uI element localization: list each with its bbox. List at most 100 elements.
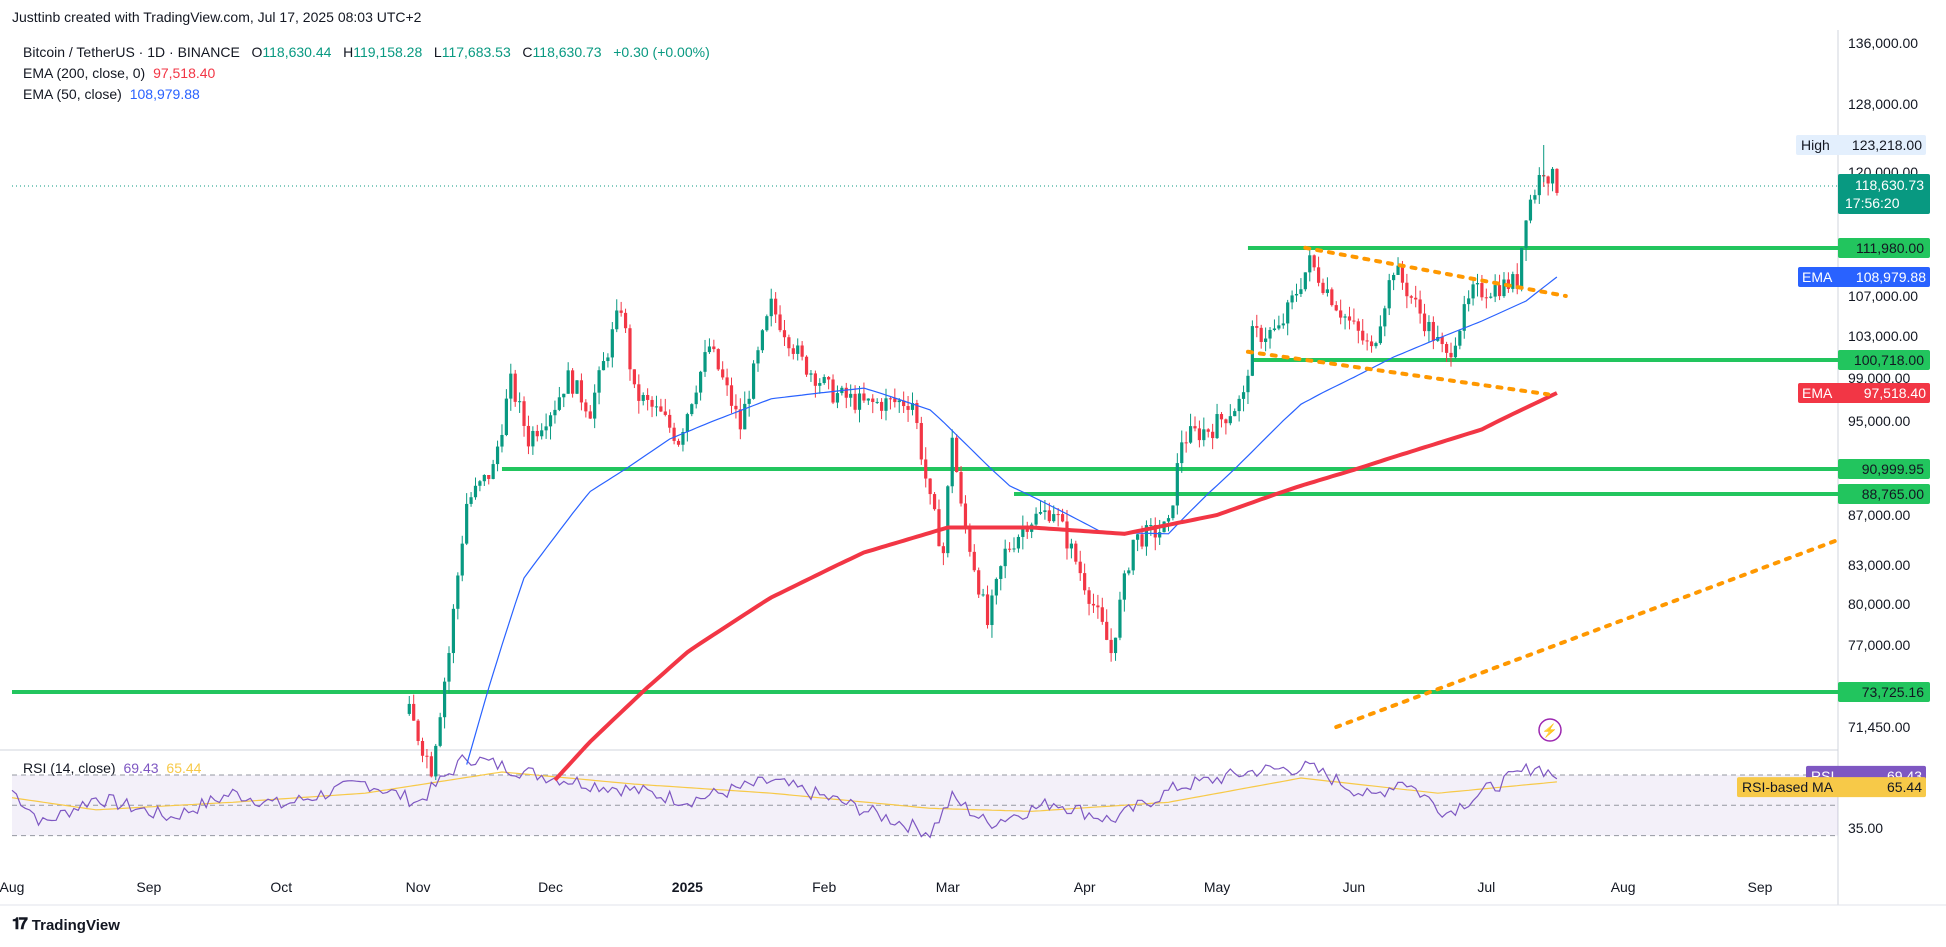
candle-body	[1202, 429, 1206, 441]
candle	[1268, 327, 1272, 349]
candle	[593, 384, 597, 429]
candle-body	[1056, 514, 1060, 516]
candle-body	[946, 486, 950, 554]
level-tag-text: 90,999.95	[1862, 461, 1924, 477]
candle-body	[853, 393, 857, 410]
time-tick-label: Sep	[1748, 879, 1773, 895]
candle	[1131, 539, 1135, 575]
candle	[981, 588, 985, 597]
candle-body	[522, 401, 526, 426]
candle-body	[1312, 255, 1316, 268]
candle	[518, 392, 522, 413]
candle	[871, 394, 875, 414]
candle-body	[623, 312, 628, 329]
candle	[1237, 395, 1241, 422]
candle-body	[782, 330, 787, 338]
candle-body	[1096, 605, 1100, 608]
candle	[804, 355, 809, 377]
candle	[1259, 324, 1263, 349]
price-tick-label: 83,000.00	[1848, 557, 1910, 573]
candles	[407, 145, 1559, 780]
candle	[548, 412, 553, 440]
candle-body	[990, 595, 994, 626]
candle	[1171, 505, 1175, 521]
candle-body	[999, 566, 1003, 579]
candle-body	[637, 384, 641, 401]
candle-body	[725, 377, 729, 386]
candle-body	[910, 403, 915, 410]
candle	[473, 477, 478, 500]
ema50-tag-label: EMA	[1802, 269, 1833, 285]
candle-body	[676, 440, 681, 445]
candle	[1003, 539, 1007, 579]
candle	[1056, 507, 1060, 527]
candle-body	[765, 316, 769, 331]
candle	[1175, 453, 1179, 515]
candle-body	[1422, 313, 1427, 332]
candle	[416, 719, 420, 746]
current-price-tag-bg	[1838, 174, 1930, 214]
level-tag-bg	[1838, 350, 1930, 370]
candle	[553, 400, 557, 424]
candle-body	[827, 377, 831, 380]
candle-body	[654, 406, 659, 408]
candle-body	[1462, 304, 1466, 331]
candle-body	[681, 431, 685, 445]
candle	[425, 748, 429, 769]
candle-body	[1211, 431, 1215, 439]
candle-body	[1193, 426, 1197, 429]
candle-body	[809, 373, 813, 375]
candle	[999, 565, 1003, 591]
candle-body	[1016, 536, 1021, 549]
rsi-legend[interactable]: RSI (14, close) 69.43 65.44	[23, 760, 201, 776]
price-tags: High 123,218.00 118,630.73 17:56:20 111,980.…	[1737, 135, 1930, 798]
candle-body	[1489, 296, 1493, 298]
candle-body	[774, 298, 778, 315]
candle-body	[968, 526, 972, 552]
candle	[641, 392, 645, 406]
candle-body	[1330, 289, 1334, 306]
candle-body	[566, 370, 570, 394]
candle	[849, 384, 853, 407]
candle	[1294, 283, 1299, 302]
candle	[1475, 273, 1480, 297]
candle	[1347, 306, 1352, 330]
candle	[725, 368, 729, 396]
candle-body	[760, 330, 765, 351]
candle-body	[1122, 573, 1126, 600]
candle-body	[875, 401, 879, 403]
price-tick-label: 77,000.00	[1848, 637, 1910, 653]
symbol-legend[interactable]: Bitcoin / TetherUS · 1D · BINANCE O118,6…	[23, 44, 710, 60]
candle	[504, 389, 508, 437]
candle-body	[526, 425, 531, 447]
candle	[637, 374, 641, 414]
candle-body	[518, 401, 522, 403]
candle-body	[1480, 283, 1484, 298]
candle	[1308, 247, 1312, 282]
candle	[1325, 277, 1330, 297]
ema200-legend[interactable]: EMA (200, close, 0) 97,518.40	[23, 65, 215, 81]
candle-body	[941, 546, 945, 554]
candle-body	[1453, 345, 1458, 358]
chart-credit: Justtinb created with TradingView.com, J…	[12, 9, 422, 25]
candle-body	[632, 369, 636, 385]
candle	[959, 466, 963, 507]
ema50-legend[interactable]: EMA (50, close) 108,979.88	[23, 86, 200, 102]
candle	[487, 475, 491, 485]
candle	[535, 424, 539, 442]
candle	[1021, 515, 1025, 550]
candle	[1144, 520, 1149, 556]
candle-body	[1140, 534, 1144, 547]
candle-body	[615, 310, 619, 330]
candle-body	[619, 310, 623, 313]
candle-body	[804, 356, 809, 375]
candle	[1533, 189, 1537, 204]
candle	[557, 386, 561, 412]
candle	[1361, 319, 1365, 345]
candle-body	[1484, 297, 1488, 299]
candle	[1546, 175, 1550, 196]
time-tick-label: Feb	[812, 879, 836, 895]
candle-body	[1118, 599, 1122, 638]
candle	[1065, 509, 1069, 560]
